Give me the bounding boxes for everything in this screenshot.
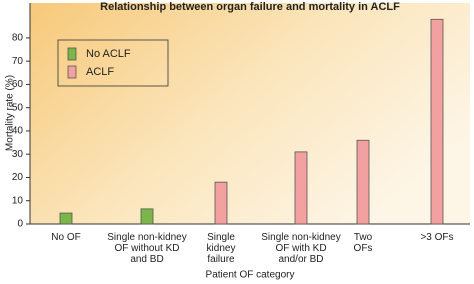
y-tick-label: 60 <box>12 79 24 90</box>
x-tick-label: Single non-kidney OF without KD and BD <box>107 232 187 265</box>
legend-swatch <box>67 65 77 79</box>
y-tick-label: 70 <box>12 56 24 67</box>
x-tick-label: Single kidney failure <box>207 232 236 265</box>
y-axis-label: Mortality rate (%) <box>5 75 16 151</box>
bar <box>214 181 228 225</box>
y-tick-label: 40 <box>12 126 24 137</box>
bar <box>140 208 154 225</box>
y-tick-label: 20 <box>12 172 24 183</box>
legend-label: ACLF <box>86 66 114 78</box>
y-tick-label: 80 <box>12 33 24 44</box>
chart-title: Relationship between organ failure and m… <box>100 1 400 13</box>
x-tick-label: Two OFs <box>354 232 373 254</box>
y-tick-label: 50 <box>12 102 24 113</box>
legend-label: No ACLF <box>86 48 131 60</box>
x-tick-label: Single non-kidney OF with KD and/or BD <box>261 232 341 265</box>
x-tick-label: >3 OFs <box>420 232 453 243</box>
y-tick-label: 30 <box>12 149 24 160</box>
legend-box <box>57 39 169 87</box>
y-tick-label: 0 <box>17 219 23 230</box>
bar <box>430 18 444 225</box>
x-tick-label: No OF <box>51 232 80 243</box>
bar <box>294 151 308 225</box>
x-axis-label: Patient OF category <box>206 270 295 281</box>
legend-swatch <box>67 47 77 61</box>
bar <box>59 212 73 225</box>
plot-background <box>30 3 470 224</box>
y-tick-label: 10 <box>12 195 24 206</box>
bar <box>356 139 370 225</box>
